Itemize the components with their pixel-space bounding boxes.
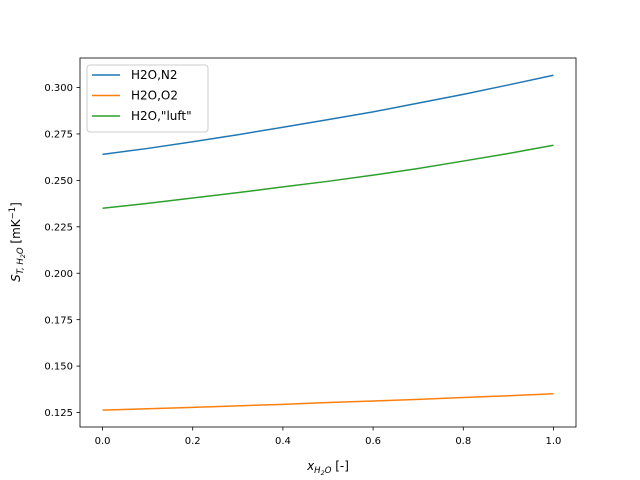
plot-area <box>79 57 577 428</box>
x-tick-label: 1.0 <box>546 436 562 447</box>
y-tick-label: 0.150 <box>44 362 73 373</box>
y-tick-label: 0.300 <box>44 83 73 94</box>
y-tick-label: 0.200 <box>44 269 73 280</box>
series-line-0 <box>102 74 554 156</box>
x-axis: 0.0 0.2 0.4 0.6 0.8 1.0 <box>95 427 562 447</box>
y-tick-label: 0.175 <box>44 315 73 326</box>
x-tick-label: 0.8 <box>455 436 471 447</box>
y-tick-label: 0.275 <box>44 130 73 141</box>
series-lines <box>102 74 554 411</box>
axes-frame <box>79 57 577 428</box>
y-axis-label: ST, H2O [mK−1] <box>8 202 27 282</box>
y-tick-label: 0.225 <box>44 222 73 233</box>
y-tick-label: 0.125 <box>44 408 73 419</box>
legend-items: H2O,N2 H2O,O2 H2O,"luft" <box>92 68 192 123</box>
legend-label-0: H2O,N2 <box>131 68 178 82</box>
x-tick-label: 0.0 <box>95 436 111 447</box>
legend: H2O,N2 H2O,O2 H2O,"luft" <box>86 64 209 133</box>
y-axis: 0.125 0.150 0.175 0.200 0.225 0.250 0.275 0.300 <box>44 83 80 419</box>
x-tick-label: 0.4 <box>275 436 291 447</box>
legend-label-1: H2O,O2 <box>131 89 178 103</box>
legend-label-2: H2O,"luft" <box>131 109 192 123</box>
y-tick-label: 0.250 <box>44 176 73 187</box>
x-axis-label: xH2O [-] <box>306 459 349 477</box>
x-tick-label: 0.2 <box>185 436 201 447</box>
x-tick-label: 0.6 <box>365 436 381 447</box>
series-line-2 <box>102 144 554 209</box>
series-line-1 <box>102 393 554 411</box>
